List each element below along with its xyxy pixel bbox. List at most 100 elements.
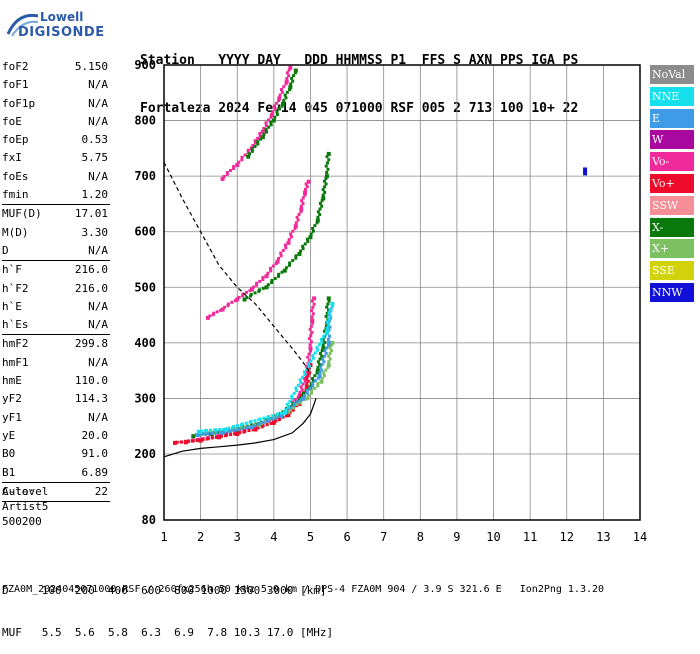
param-row: B0 91.0 xyxy=(2,445,108,463)
legend-item: NNW xyxy=(650,282,694,302)
echo-point xyxy=(248,152,252,156)
echo-point xyxy=(277,107,281,111)
echo-point xyxy=(284,96,288,100)
echo-point xyxy=(302,370,306,374)
echo-point xyxy=(272,104,276,108)
auto-label: Auto: xyxy=(2,485,36,498)
echo-point xyxy=(293,71,297,75)
echo-point xyxy=(259,137,263,141)
echo-point xyxy=(199,429,203,433)
echo-point xyxy=(275,110,279,114)
series-group xyxy=(196,301,335,434)
x-tick-label: 3 xyxy=(234,530,241,544)
echo-point xyxy=(257,289,261,293)
param-name: h`E xyxy=(2,299,22,313)
echo-point xyxy=(319,337,323,341)
echo-point xyxy=(313,379,317,383)
echo-point xyxy=(310,309,314,313)
echo-point xyxy=(321,193,325,197)
echo-point xyxy=(307,358,311,362)
y-tick-label: 200 xyxy=(134,447,156,461)
echo-point xyxy=(305,389,309,393)
param-separator xyxy=(2,334,110,336)
legend-item: SSE xyxy=(650,261,694,281)
auto-artist: Artist5 xyxy=(2,500,49,513)
echo-point xyxy=(298,378,302,382)
echo-point xyxy=(208,428,212,432)
echo-point xyxy=(291,74,295,78)
echo-point xyxy=(261,286,265,290)
param-name: hmE xyxy=(2,374,22,388)
echo-point xyxy=(327,299,331,303)
y-tick-label: 80 xyxy=(142,513,156,527)
echo-point xyxy=(277,272,281,276)
echo-point xyxy=(280,270,284,274)
echo-point xyxy=(240,158,244,162)
echo-point xyxy=(299,396,303,400)
echo-point xyxy=(327,158,331,162)
echo-point xyxy=(321,343,325,347)
echo-point xyxy=(249,292,253,296)
echo-point xyxy=(288,88,292,92)
chart-ticks: 1 2 3 4 5 6 7 8 9 10 11 12 13 14802003004005006007008… xyxy=(134,58,647,544)
echo-point xyxy=(313,374,317,378)
param-separator xyxy=(2,481,110,483)
echo-point xyxy=(320,354,324,358)
echo-point xyxy=(274,101,278,105)
echo-point xyxy=(273,115,277,119)
echo-point xyxy=(330,301,335,306)
echo-point xyxy=(326,340,331,345)
echo-point xyxy=(321,346,326,351)
param-name: foEp xyxy=(2,133,29,147)
echo-point xyxy=(324,182,328,186)
echo-point xyxy=(258,288,262,292)
param-row: hmE 110.0 xyxy=(2,372,108,390)
echo-legend: NoVal NNE E W Vo- Vo+ SSW X- X+ SSE NNW xyxy=(650,65,694,305)
echo-point xyxy=(211,431,215,435)
echo-point xyxy=(312,296,317,301)
echo-point xyxy=(264,285,269,290)
logo-swoosh-icon xyxy=(6,13,39,37)
echo-point xyxy=(291,259,295,263)
echo-point xyxy=(183,440,188,445)
echo-point xyxy=(235,297,240,302)
echo-point xyxy=(289,232,293,236)
echo-point xyxy=(253,139,257,143)
echo-point xyxy=(225,433,229,437)
echo-point xyxy=(307,362,311,366)
echo-point xyxy=(318,207,322,211)
echo-point xyxy=(273,107,277,111)
echo-point xyxy=(215,310,219,314)
logo-text-line2: DIGISONDE xyxy=(18,25,105,40)
echo-point xyxy=(229,433,233,437)
chart-lines xyxy=(163,162,317,458)
param-value: 3.30 xyxy=(81,225,109,239)
param-row: yF2 114.3 xyxy=(2,390,108,408)
echo-point xyxy=(318,213,322,217)
echo-point xyxy=(318,363,322,367)
echo-point xyxy=(264,121,268,125)
echo-point xyxy=(269,266,273,270)
param-name: foF1 xyxy=(2,78,29,92)
echo-point xyxy=(319,379,324,384)
echo-point xyxy=(228,168,232,172)
echo-point xyxy=(265,423,269,427)
echo-point xyxy=(301,201,305,205)
echo-point xyxy=(288,261,292,265)
echo-point xyxy=(251,285,255,289)
echo-point xyxy=(294,254,298,258)
echo-point xyxy=(296,218,300,222)
echo-point xyxy=(307,352,311,356)
echo-point xyxy=(295,403,299,407)
echo-point xyxy=(275,113,279,117)
echo-point xyxy=(243,153,247,157)
echo-point xyxy=(266,283,270,287)
echo-point xyxy=(326,296,331,301)
echo-point xyxy=(288,85,293,90)
echo-point xyxy=(292,404,296,408)
echo-point xyxy=(311,229,315,233)
echo-point xyxy=(217,430,221,434)
echo-point xyxy=(322,335,326,339)
param-row: B1 6.89 xyxy=(2,464,108,482)
echo-point xyxy=(295,389,299,393)
